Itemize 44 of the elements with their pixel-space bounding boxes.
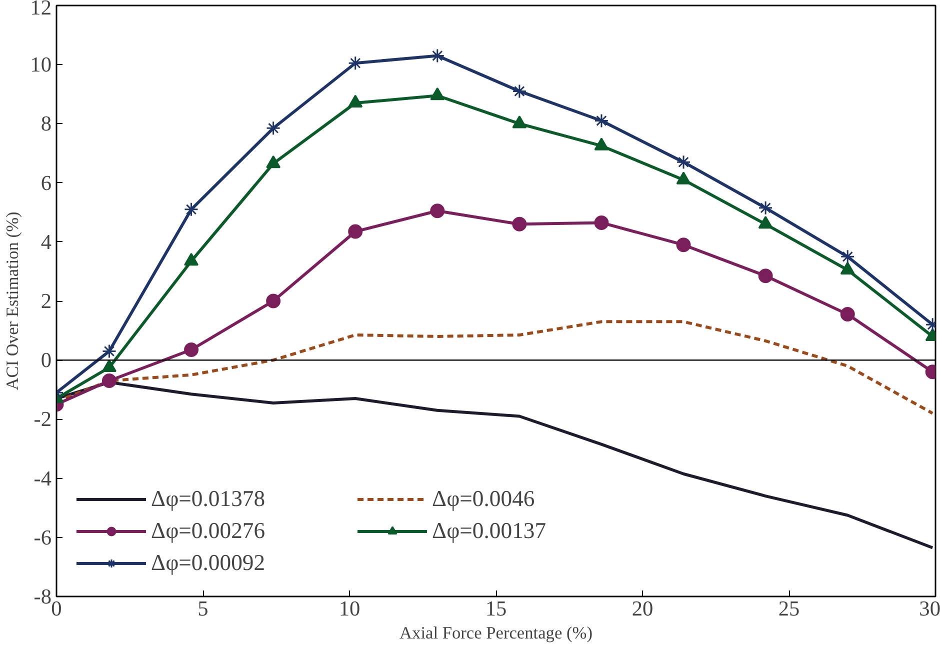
point (758, 268, 773, 284)
point (184, 202, 199, 217)
point (840, 307, 855, 322)
legend-label: Δφ=0.00276 (151, 518, 266, 544)
point (266, 120, 281, 136)
y-axis-title: ACI Over Estimation (%) (3, 212, 22, 390)
point (594, 113, 609, 128)
legend-label: Δφ=0.0046 (432, 486, 536, 512)
point (512, 216, 527, 232)
y-tick-label: 6 (40, 170, 52, 195)
x-tick-label: 5 (198, 596, 208, 620)
point (348, 224, 363, 239)
y-tick-label: 10 (30, 52, 52, 77)
legend-label: Δφ=0.01378 (151, 486, 266, 512)
y-tick-label: -4 (34, 466, 52, 490)
point (676, 154, 691, 170)
x-tick-label: 15 (485, 596, 507, 620)
y-tick-label: -8 (34, 584, 52, 608)
y-tick-label: 4 (40, 230, 52, 254)
point (512, 84, 527, 98)
y-tick-label: -2 (34, 407, 52, 432)
point (758, 200, 773, 216)
y-tick-label: -6 (34, 525, 52, 550)
legend-label: Δφ=0.00137 (432, 518, 548, 544)
point (840, 249, 855, 264)
y-tick-label: 8 (40, 112, 52, 136)
x-tick-label: 20 (632, 596, 654, 620)
point (102, 344, 116, 358)
point (676, 238, 691, 252)
x-tick-label: 25 (778, 596, 800, 620)
x-axis-title: Axial Force Percentage (%) (400, 624, 593, 642)
y-tick-label: 2 (40, 289, 52, 313)
point (266, 294, 281, 308)
point (430, 204, 445, 218)
point (430, 48, 445, 63)
point (184, 342, 199, 357)
x-tick-label: 10 (338, 596, 360, 620)
y-tick-label: 12 (30, 0, 52, 20)
point (102, 374, 116, 388)
legend-label: Δφ=0.00092 (151, 550, 266, 576)
y-tick-label: 0 (40, 348, 52, 372)
x-tick-label: 30 (919, 596, 940, 620)
point (348, 94, 363, 108)
point (594, 215, 609, 230)
